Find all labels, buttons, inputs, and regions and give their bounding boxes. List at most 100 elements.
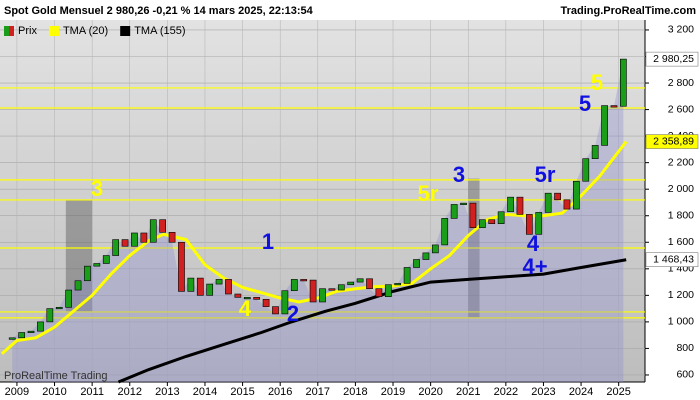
candle xyxy=(488,219,496,224)
candle xyxy=(74,280,82,291)
candle xyxy=(65,289,72,308)
candle xyxy=(460,202,467,205)
candle xyxy=(159,219,167,233)
candle xyxy=(102,255,110,264)
y-tick-label: 1 000 xyxy=(668,316,694,328)
x-tick-label: 2016 xyxy=(268,386,292,398)
candle xyxy=(112,239,120,256)
wave-label: 5 xyxy=(579,91,591,116)
legend-label: Prix xyxy=(18,25,37,37)
candle xyxy=(131,232,138,247)
x-tick-label: 2010 xyxy=(42,386,66,398)
candle xyxy=(394,283,402,286)
y-tick-label: 2 600 xyxy=(668,103,694,115)
wave-label: 1 xyxy=(262,229,274,254)
candle xyxy=(168,232,176,243)
candle xyxy=(196,277,204,296)
candle xyxy=(516,196,524,215)
candle xyxy=(413,259,420,268)
candle xyxy=(591,145,599,159)
y-tick-label: 2 000 xyxy=(668,183,694,195)
candle xyxy=(215,279,223,285)
candle xyxy=(610,105,618,108)
candle xyxy=(27,330,35,333)
candle xyxy=(347,281,355,286)
candle xyxy=(93,263,101,267)
candle xyxy=(46,308,54,323)
candle xyxy=(319,288,326,303)
x-tick-label: 2019 xyxy=(381,386,405,398)
candle xyxy=(337,284,345,291)
wave-label: 4+ xyxy=(522,254,547,279)
watermark: ProRealTime Trading xyxy=(4,370,108,382)
candle xyxy=(234,293,242,298)
legend-swatch xyxy=(48,26,59,36)
candle xyxy=(441,218,449,246)
candle xyxy=(544,192,552,213)
wave-label: 4 xyxy=(239,296,252,321)
legend-entry: TMA (155) xyxy=(120,25,186,37)
candle xyxy=(554,192,561,201)
candle xyxy=(620,58,627,107)
candle xyxy=(450,204,458,219)
candle xyxy=(300,279,308,282)
x-tick-label: 2023 xyxy=(531,386,555,398)
candle xyxy=(356,278,364,283)
candle xyxy=(84,265,91,282)
candle xyxy=(375,288,383,297)
candle xyxy=(290,279,298,292)
x-tick-label: 2020 xyxy=(418,386,442,398)
price-area xyxy=(12,59,624,382)
candle xyxy=(178,241,185,292)
candle xyxy=(366,278,373,290)
y-tick-label: 1 200 xyxy=(668,289,694,301)
y-tick-label: 1 600 xyxy=(668,236,694,248)
candle xyxy=(431,244,439,254)
legend-entry: Prix xyxy=(4,25,37,37)
legend-label: TMA (20) xyxy=(63,25,108,37)
candle xyxy=(478,219,486,228)
y-tick-label: 2 200 xyxy=(668,156,694,168)
x-tick-label: 2013 xyxy=(155,386,179,398)
candle xyxy=(497,211,505,224)
candle xyxy=(281,290,289,315)
y-tick-label: 1 800 xyxy=(668,210,694,222)
candle xyxy=(18,332,25,339)
candle xyxy=(225,279,232,295)
indicator-line xyxy=(117,258,627,384)
wave-label: 3 xyxy=(453,162,465,187)
candle xyxy=(262,299,270,307)
x-tick-label: 2021 xyxy=(456,386,480,398)
last-value-label: 1 468,43 xyxy=(653,254,694,266)
y-tick-label: 600 xyxy=(676,369,694,381)
header-title: Spot Gold Mensuel 2 980,26 -0,21 % 14 ma… xyxy=(4,5,314,17)
candle xyxy=(328,288,336,291)
candle xyxy=(121,239,129,247)
y-tick-label: 800 xyxy=(676,342,694,354)
x-tick-label: 2017 xyxy=(306,386,330,398)
legend-swatch xyxy=(120,26,131,36)
last-value-box xyxy=(645,252,699,267)
x-tick-label: 2024 xyxy=(569,386,593,398)
candle xyxy=(469,202,477,228)
candle xyxy=(601,105,608,146)
x-tick-label: 2011 xyxy=(80,386,104,398)
candle xyxy=(37,321,44,332)
x-tick-label: 2025 xyxy=(606,386,630,398)
wave-label: 5r xyxy=(418,181,439,206)
wave-label: 5r xyxy=(535,162,556,187)
candle xyxy=(403,267,411,284)
candle xyxy=(563,199,571,210)
last-value-box xyxy=(645,51,699,67)
x-tick-label: 2009 xyxy=(5,386,29,398)
candle xyxy=(8,337,16,340)
legend-swatch xyxy=(4,26,9,36)
x-tick-label: 2015 xyxy=(230,386,254,398)
last-value-label: 2 980,25 xyxy=(653,53,694,65)
x-tick-label: 2012 xyxy=(118,386,142,398)
candle xyxy=(140,232,148,243)
last-value-box xyxy=(645,134,699,149)
legend-entry: TMA (20) xyxy=(48,25,108,37)
